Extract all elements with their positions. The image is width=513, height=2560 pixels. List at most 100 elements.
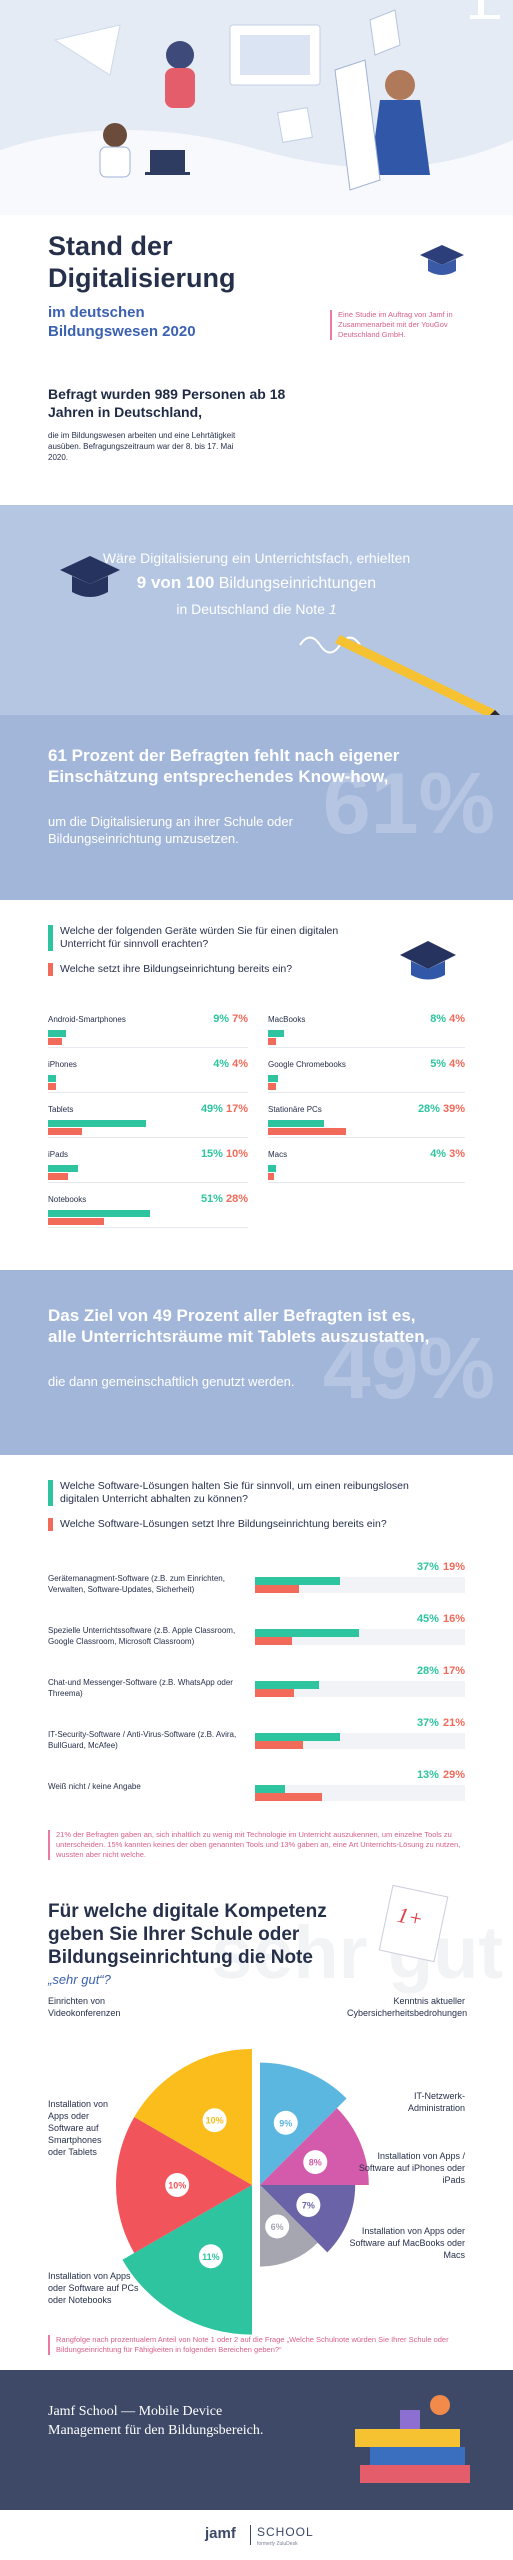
knowhow-band: 61% 61 Prozent der Befragten fehlt nach … (0, 715, 513, 900)
radial-chart: 9% 8% 7% 6% 11% 10% 10% (116, 2049, 369, 2335)
row-line (48, 1182, 248, 1183)
value-label: 16% (442, 1613, 465, 1625)
competence-quote: „sehr gut“? (48, 1972, 111, 1987)
value-label: 15% (200, 1148, 223, 1160)
row-line (268, 1092, 465, 1093)
intro: Stand der Digitalisierung im deutschen B… (0, 215, 513, 505)
tablet-bold: Das Ziel von 49 Prozent aller Befragten … (48, 1306, 430, 1346)
value-label: 7% (232, 1013, 248, 1025)
device-values: 28% 39% (268, 1103, 465, 1115)
value-label: 10% (206, 2116, 224, 2126)
value-badge (265, 2214, 290, 2239)
competence-label: Installation von Apps oder Software auf … (48, 2271, 139, 2305)
bar (48, 1075, 56, 1082)
value-label: 29% (442, 1769, 465, 1781)
legend-swatch (48, 925, 53, 951)
value-label: 7% (302, 2201, 315, 2211)
value-badge (296, 2193, 321, 2218)
row-line (48, 1092, 248, 1093)
row-line (48, 1227, 248, 1228)
bar (48, 1210, 150, 1217)
value-label: 10% (168, 2181, 186, 2191)
software-values: 37% 19% (255, 1561, 465, 1573)
competence-label: Installation von Apps / Software auf iPh… (358, 2151, 465, 2185)
bar (268, 1030, 284, 1037)
value-label: 3% (449, 1148, 465, 1160)
software-label: Gerätemanagment-Software (z.B. zum Einri… (48, 1574, 225, 1594)
value-label: 8% (309, 2158, 322, 2168)
value-label: 4% (430, 1148, 447, 1160)
software-label: Weiß nicht / keine Angabe (48, 1782, 141, 1791)
value-label: 17% (442, 1665, 465, 1677)
footer-band: Jamf School — Mobile Device Management f… (0, 2370, 513, 2510)
bar (268, 1083, 276, 1090)
software-values: 45% 16% (255, 1613, 465, 1625)
bar (268, 1173, 274, 1180)
value-label: 10% (225, 1148, 248, 1160)
device-label: Notebooks (48, 1195, 87, 1204)
watermark: sehr gut (211, 1911, 503, 1994)
software-section: 21% der Befragten gaben an, sich inhaltl… (0, 1455, 513, 1880)
grade-text: in Deutschland die Note (176, 601, 325, 617)
value-label: 45% (416, 1613, 439, 1625)
footer-text: Jamf School — Mobile Device Management f… (48, 2404, 264, 2438)
value-label: 51% (200, 1193, 223, 1205)
value-label: 4% (449, 1058, 465, 1070)
product-note: formerly ZuluDesk (257, 2541, 298, 2547)
tablet-band: 49% Das Ziel von 49 Prozent aller Befrag… (0, 1270, 513, 1455)
device-values: 5% 4% (268, 1058, 465, 1070)
software-footnote: 21% der Befragten gaben an, sich inhaltl… (48, 1830, 466, 1860)
row-line (268, 1137, 465, 1138)
bar (268, 1038, 276, 1045)
row-line (268, 1047, 465, 1048)
product: SCHOOL (257, 2525, 314, 2539)
bar (268, 1075, 278, 1082)
bar (48, 1083, 56, 1090)
bar (255, 1733, 341, 1741)
competence-label: IT-Netzwerk-Administration (407, 2091, 465, 2113)
value-label: 13% (416, 1769, 439, 1781)
value-label: 4% (232, 1058, 248, 1070)
competence-section: sehr gut 1+ Für welche digitale Kompeten… (0, 1880, 513, 2370)
device-values: 15% 10% (48, 1148, 248, 1160)
software-values: 37% 21% (255, 1717, 465, 1729)
competence-title: Für welche digitale Kompetenz geben Sie … (48, 1901, 327, 1968)
competence-label: Einrichten von Videokonferenzen (48, 1996, 121, 2018)
logo-area: jamf SCHOOL formerly ZuluDesk (0, 2510, 513, 2560)
device-values: 8% 4% (268, 1013, 465, 1025)
bar (255, 1585, 299, 1593)
value-label: 11% (202, 2252, 220, 2262)
value-label: 5% (430, 1058, 447, 1070)
value-label: 28% (416, 1665, 439, 1677)
row-line (48, 1047, 248, 1048)
logo-divider (250, 2525, 251, 2545)
knowhow-text: um die Digitalisierung an ihrer Schule o… (48, 814, 293, 846)
software-values: 28% 17% (255, 1665, 465, 1677)
bar (255, 1577, 341, 1585)
watermark: 61% (322, 756, 495, 852)
hero-illustration (0, 0, 513, 215)
competence-label: Kenntnis aktueller Cybersicherheitsbedro… (347, 1996, 468, 2018)
device-values: 4% 3% (268, 1148, 465, 1160)
software-label: IT-Security-Software / Anti-Virus-Softwa… (48, 1730, 237, 1750)
device-label: Android-Smartphones (48, 1015, 126, 1024)
value-label: 9% (213, 1013, 230, 1025)
device-label: iPhones (48, 1060, 77, 1069)
subtitle: im deutschen Bildungswesen 2020 (48, 304, 196, 340)
value-label: 17% (225, 1103, 248, 1115)
legend-swatch (48, 963, 53, 976)
bar (48, 1218, 104, 1225)
value-label: 4% (213, 1058, 230, 1070)
wedge (260, 2108, 369, 2185)
bar (255, 1629, 359, 1637)
value-label: 6% (271, 2222, 284, 2232)
device-label: Tablets (48, 1105, 74, 1114)
tablet-text: die dann gemeinschaftlich genutzt werden… (48, 1374, 295, 1389)
software-label: Spezielle Unterrichtssoftware (z.B. Appl… (48, 1626, 236, 1646)
value-label: 28% (225, 1193, 248, 1205)
value-label: 49% (200, 1103, 223, 1115)
bar (48, 1173, 68, 1180)
value-label: 37% (416, 1561, 439, 1573)
grade-line2: 9 von 100 Bildungseinrichtungen (0, 573, 513, 593)
